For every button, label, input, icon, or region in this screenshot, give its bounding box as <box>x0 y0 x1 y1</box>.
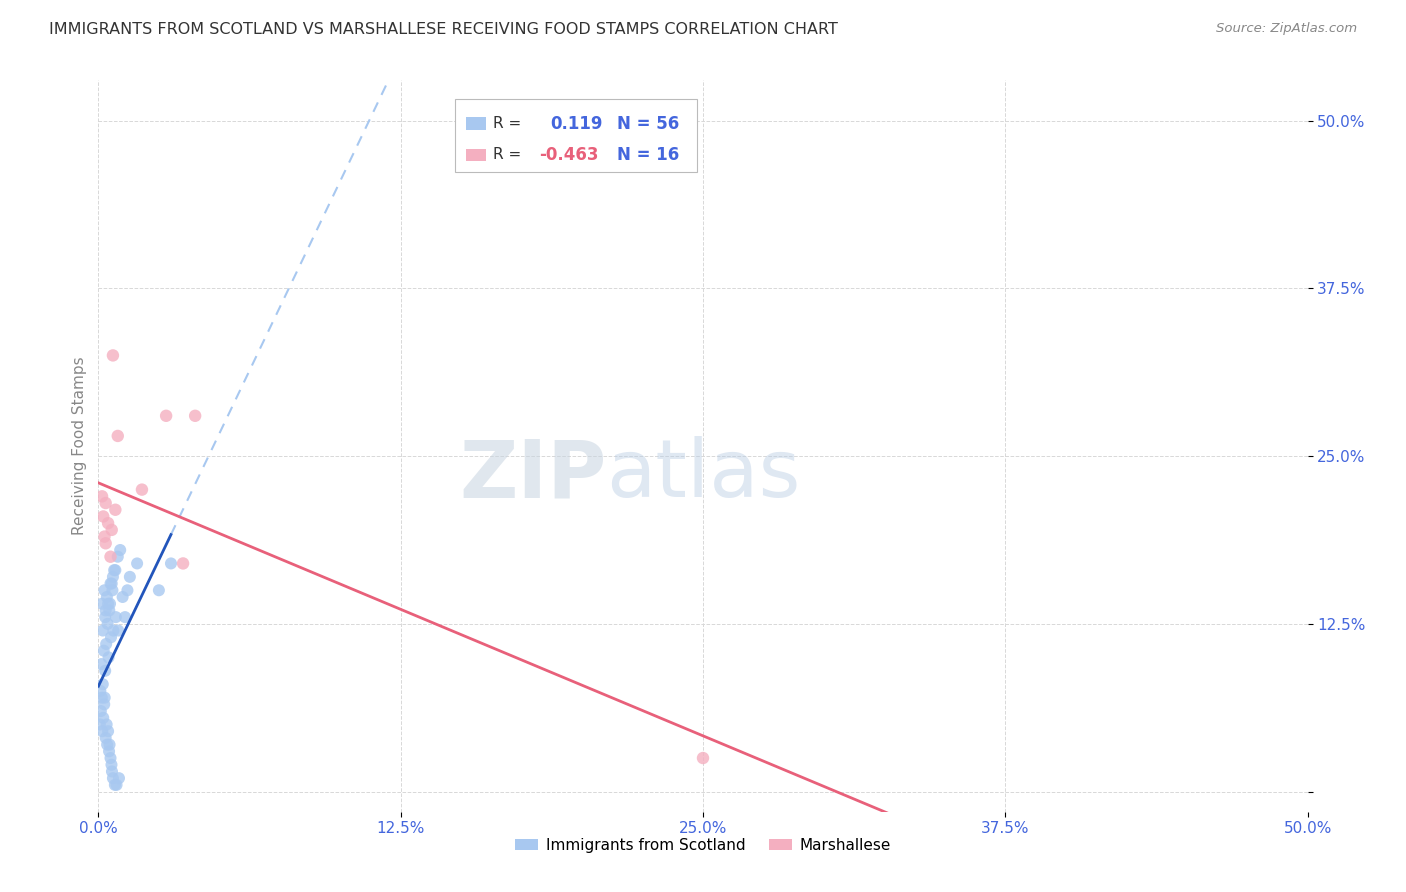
Point <box>90 704 112 718</box>
Text: R =: R = <box>494 116 522 131</box>
Point <box>104 563 127 577</box>
Point <box>172 557 194 571</box>
Text: Source: ZipAtlas.com: Source: ZipAtlas.com <box>1216 22 1357 36</box>
Point <box>96 738 118 752</box>
Point <box>160 557 183 571</box>
Text: N = 56: N = 56 <box>617 114 679 133</box>
Point <box>117 583 139 598</box>
Point <box>100 751 122 765</box>
Point <box>101 764 124 779</box>
Point <box>96 637 118 651</box>
Point <box>90 657 112 671</box>
Point <box>105 778 128 792</box>
Text: atlas: atlas <box>606 436 800 515</box>
Point <box>93 698 115 712</box>
Point <box>100 523 122 537</box>
Text: -0.463: -0.463 <box>540 145 599 164</box>
Point <box>97 597 120 611</box>
Point <box>91 677 114 691</box>
Point <box>103 563 125 577</box>
Point <box>94 664 117 678</box>
Point <box>148 583 170 598</box>
Point <box>101 583 124 598</box>
Point <box>89 684 111 698</box>
Point <box>184 409 207 423</box>
Point <box>94 603 117 617</box>
Point <box>108 771 131 785</box>
Point <box>118 570 141 584</box>
Point <box>100 757 122 772</box>
Text: R =: R = <box>494 147 522 162</box>
Text: 0.119: 0.119 <box>551 114 603 133</box>
Point <box>100 576 122 591</box>
Point <box>114 610 136 624</box>
Point <box>96 717 118 731</box>
Point <box>107 549 129 564</box>
Point <box>97 516 120 531</box>
Text: N = 16: N = 16 <box>617 145 679 164</box>
Point <box>91 724 114 739</box>
Point <box>100 549 122 564</box>
Point <box>93 690 115 705</box>
Point <box>101 570 124 584</box>
Point <box>131 483 153 497</box>
Point <box>103 624 125 638</box>
Point <box>97 616 120 631</box>
Point <box>98 744 121 758</box>
Point <box>93 530 115 544</box>
Point <box>692 751 714 765</box>
Point <box>104 610 127 624</box>
Point <box>91 509 114 524</box>
Point <box>155 409 177 423</box>
Point <box>104 778 127 792</box>
Point <box>107 624 129 638</box>
Point <box>104 502 127 516</box>
Point <box>97 650 120 665</box>
Text: ZIP: ZIP <box>458 436 606 515</box>
Point <box>94 496 117 510</box>
Point <box>93 583 115 598</box>
Point <box>98 597 121 611</box>
Point <box>127 557 149 571</box>
Point <box>108 543 131 558</box>
Point <box>111 590 134 604</box>
Point <box>100 630 122 644</box>
Point <box>91 711 114 725</box>
Point <box>101 771 124 785</box>
Legend: Immigrants from Scotland, Marshallese: Immigrants from Scotland, Marshallese <box>509 831 897 859</box>
Point <box>89 717 111 731</box>
Point <box>97 724 120 739</box>
Point <box>90 690 112 705</box>
Point <box>94 536 117 550</box>
Point <box>91 597 114 611</box>
Point <box>94 610 117 624</box>
Point <box>96 590 118 604</box>
Point <box>107 429 129 443</box>
Point <box>100 576 122 591</box>
Point <box>94 731 117 745</box>
Point <box>91 624 114 638</box>
Point <box>101 348 124 362</box>
Point <box>93 643 115 657</box>
Text: IMMIGRANTS FROM SCOTLAND VS MARSHALLESE RECEIVING FOOD STAMPS CORRELATION CHART: IMMIGRANTS FROM SCOTLAND VS MARSHALLESE … <box>49 22 838 37</box>
Y-axis label: Receiving Food Stamps: Receiving Food Stamps <box>72 357 87 535</box>
Point <box>98 738 121 752</box>
Point <box>91 489 114 503</box>
Point <box>98 603 121 617</box>
